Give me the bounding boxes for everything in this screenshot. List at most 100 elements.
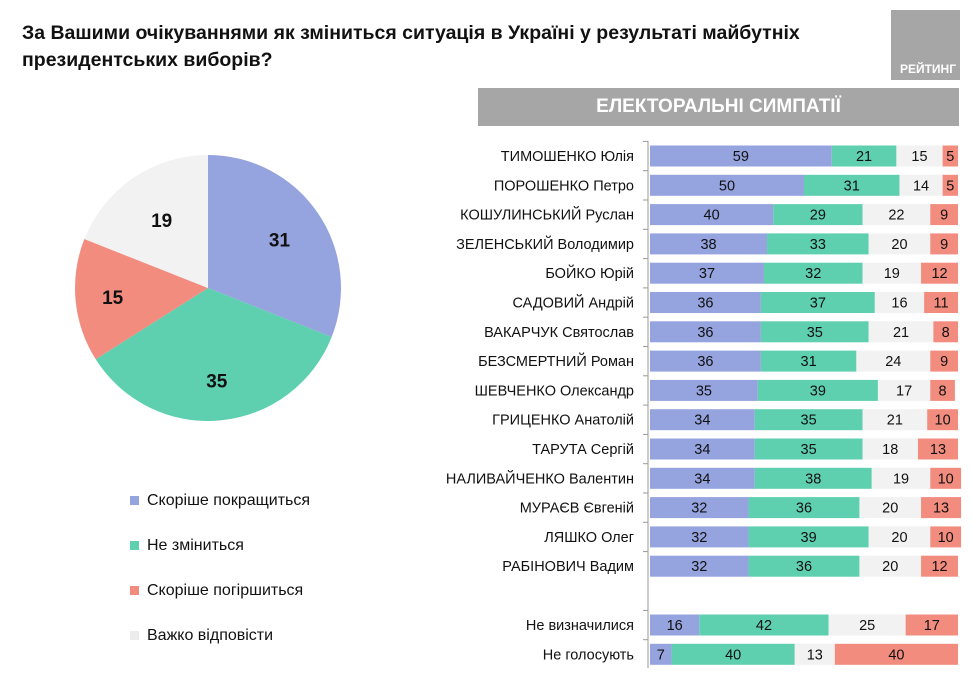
bar-segment bbox=[650, 409, 755, 431]
bar-segment bbox=[859, 497, 922, 519]
legend-label: Важко відповісти bbox=[147, 626, 274, 644]
bar-value: 34 bbox=[694, 471, 710, 487]
bar-segment bbox=[763, 262, 863, 284]
bar-value: 42 bbox=[756, 618, 772, 634]
bar-value: 31 bbox=[801, 354, 817, 370]
bar-value: 12 bbox=[931, 559, 947, 575]
bar-segment bbox=[650, 379, 758, 401]
bar-segment bbox=[828, 614, 906, 636]
bar-segment bbox=[650, 467, 755, 489]
bar-value: 20 bbox=[891, 530, 907, 546]
bar-value: 13 bbox=[930, 442, 946, 458]
bar-value: 12 bbox=[931, 266, 947, 282]
row-label: Не голосують bbox=[543, 647, 634, 663]
bar-value: 29 bbox=[810, 208, 826, 224]
legend-item: Скоріше покращиться bbox=[130, 478, 310, 523]
bar-value: 37 bbox=[699, 266, 715, 282]
pie-slice bbox=[75, 239, 209, 360]
bar-segment bbox=[905, 614, 958, 636]
bar-segment bbox=[794, 643, 835, 665]
bar-value: 24 bbox=[885, 354, 901, 370]
bar-value: 8 bbox=[939, 383, 947, 399]
pie-slice bbox=[95, 288, 332, 421]
bar-value: 16 bbox=[891, 296, 907, 312]
bar-value: 15 bbox=[911, 149, 927, 165]
bar-segment bbox=[831, 145, 897, 167]
row-label: МУРАЄВ Євгеній bbox=[520, 501, 634, 517]
bar-segment bbox=[930, 379, 955, 401]
bar-value: 16 bbox=[667, 618, 683, 634]
legend-label: Скоріше погіршиться bbox=[147, 581, 304, 599]
bar-value: 19 bbox=[884, 266, 900, 282]
bar-segment bbox=[650, 145, 832, 167]
bar-segment bbox=[942, 145, 958, 167]
bar-value: 10 bbox=[938, 471, 954, 487]
legend-item: Не зміниться bbox=[130, 523, 310, 568]
bar-value: 34 bbox=[694, 413, 710, 429]
bar-value: 32 bbox=[691, 559, 707, 575]
bar-value: 9 bbox=[940, 237, 948, 253]
pie-label: 15 bbox=[102, 288, 124, 309]
bar-segment bbox=[868, 526, 931, 548]
bar-segment bbox=[930, 467, 962, 489]
bar-segment bbox=[699, 614, 829, 636]
bar-segment bbox=[921, 497, 962, 519]
bar-segment bbox=[868, 321, 934, 343]
bar-segment bbox=[650, 204, 774, 226]
bar-value: 19 bbox=[893, 471, 909, 487]
bar-segment bbox=[862, 438, 918, 460]
bar-segment bbox=[650, 497, 749, 519]
bar-segment bbox=[757, 379, 878, 401]
bar-value: 21 bbox=[893, 325, 909, 341]
legend-swatch bbox=[130, 541, 139, 550]
bar-value: 40 bbox=[888, 647, 904, 663]
bar-segment bbox=[862, 409, 928, 431]
row-label: НАЛИВАЙЧЕНКО Валентин bbox=[446, 469, 634, 487]
row-label: ЛЯШКО Олег bbox=[544, 530, 634, 546]
bar-segment bbox=[930, 233, 958, 255]
bar-segment bbox=[650, 350, 761, 372]
pie-label: 35 bbox=[206, 372, 228, 393]
bar-value: 40 bbox=[704, 208, 720, 224]
row-label: ТИМОШЕНКО Юлія bbox=[501, 149, 634, 165]
bar-segment bbox=[760, 321, 869, 343]
bar-value: 13 bbox=[933, 501, 949, 517]
bar-value: 21 bbox=[887, 413, 903, 429]
bar-segment bbox=[942, 174, 958, 196]
rating-logo: РЕЙТИНГ bbox=[891, 10, 960, 80]
chart-title: За Вашими очікуваннями як зміниться ситу… bbox=[22, 22, 800, 71]
bar-segment bbox=[754, 409, 863, 431]
bar-segment bbox=[871, 467, 931, 489]
bar-value: 11 bbox=[934, 296, 949, 312]
bar-value: 37 bbox=[810, 296, 826, 312]
logo-text: РЕЙТИНГ bbox=[899, 62, 956, 76]
bar-segment bbox=[927, 409, 958, 431]
pie-chart: 31 35 15 19 bbox=[75, 155, 342, 421]
bar-segment bbox=[921, 262, 958, 284]
legend-label: Не зміниться bbox=[147, 536, 244, 554]
bar-value: 35 bbox=[696, 383, 712, 399]
bar-value: 20 bbox=[882, 501, 898, 517]
bar-segment bbox=[868, 233, 931, 255]
bar-value: 33 bbox=[810, 237, 826, 253]
bar-value: 38 bbox=[805, 471, 821, 487]
bar-segment bbox=[862, 204, 931, 226]
bar-value: 13 bbox=[807, 647, 823, 663]
bar-value: 9 bbox=[940, 354, 948, 370]
bar-value: 35 bbox=[801, 442, 817, 458]
bar-segment bbox=[650, 233, 768, 255]
row-label: РАБІНОВИЧ Вадим bbox=[502, 559, 634, 575]
row-label: ШЕВЧЕНКО Олександр bbox=[475, 383, 634, 399]
bar-segment bbox=[650, 292, 761, 313]
bar-segment bbox=[896, 145, 943, 167]
bar-value: 10 bbox=[935, 413, 951, 429]
bar-segment bbox=[930, 350, 958, 372]
bar-segment bbox=[773, 204, 863, 226]
legend-swatch bbox=[130, 496, 139, 505]
bar-value: 39 bbox=[810, 383, 826, 399]
bar-segment bbox=[877, 379, 931, 401]
row-label: ВАКАРЧУК Святослав bbox=[484, 325, 634, 341]
bar-segment bbox=[917, 438, 958, 460]
